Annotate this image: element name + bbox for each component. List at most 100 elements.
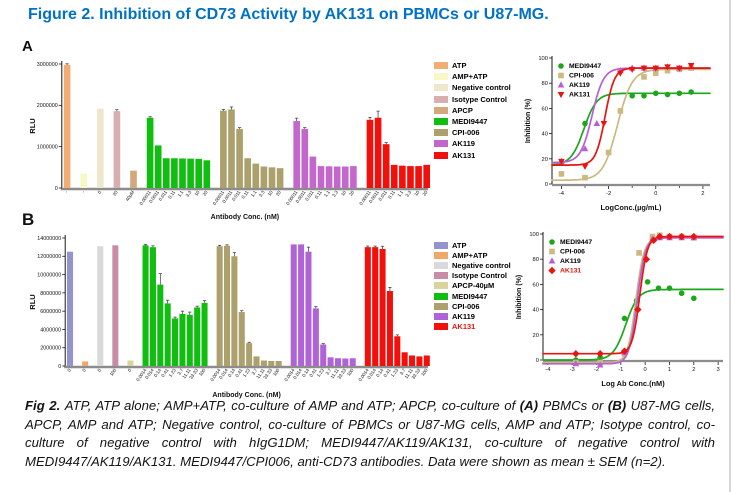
legend-swatch bbox=[434, 118, 448, 126]
svg-text:20: 20 bbox=[348, 189, 355, 196]
svg-text:1.1: 1.1 bbox=[177, 189, 185, 197]
svg-text:3.3: 3.3 bbox=[258, 189, 266, 197]
svg-text:0.14: 0.14 bbox=[153, 367, 162, 378]
svg-text:-4: -4 bbox=[559, 191, 565, 197]
svg-text:3.7: 3.7 bbox=[176, 367, 184, 375]
figure-caption: Fig 2. ATP, ATP alone; AMP+ATP, co-cultu… bbox=[25, 397, 715, 472]
bar-series-negative-control: 0 bbox=[97, 246, 104, 373]
bar-series-apcp: 40µM bbox=[125, 170, 137, 202]
svg-text:33.33: 33.33 bbox=[411, 367, 422, 380]
svg-text:100: 100 bbox=[109, 367, 118, 377]
svg-text:-: - bbox=[81, 189, 86, 194]
svg-text:Log Ab Conc.(nM): Log Ab Conc.(nM) bbox=[601, 379, 665, 388]
legend-item: AMP+ATP bbox=[434, 71, 529, 82]
svg-text:0: 0 bbox=[97, 189, 103, 194]
svg-text:AK119: AK119 bbox=[560, 258, 581, 265]
svg-text:0: 0 bbox=[644, 367, 647, 373]
svg-text:MEDI9447: MEDI9447 bbox=[560, 239, 592, 246]
svg-text:60: 60 bbox=[542, 106, 548, 112]
legend-swatch bbox=[434, 95, 448, 103]
curve-a-axes: 0 20 40 60 80 100 -4 -2 0 2 Inhibition (%) LogConc.… bbox=[525, 56, 710, 212]
bar-series-negative-control: 0 bbox=[97, 108, 104, 195]
legend-label: AK119 bbox=[452, 311, 475, 321]
caption-segment: (B) bbox=[607, 398, 627, 413]
bar-series-isotype-control: 20 bbox=[112, 109, 121, 197]
svg-text:20: 20 bbox=[275, 189, 282, 196]
svg-text:0.11: 0.11 bbox=[314, 189, 323, 199]
svg-text:0.41: 0.41 bbox=[383, 367, 392, 378]
panel-a-bar-legend: ATP AMP+ATP Negative control Isotype Contro… bbox=[434, 60, 529, 161]
svg-text:3.7: 3.7 bbox=[399, 367, 407, 375]
svg-text:1.1: 1.1 bbox=[323, 189, 331, 197]
svg-text:100: 100 bbox=[346, 367, 355, 377]
curve-b-legend: MEDI9447 CPI-006 AK119 AK131 bbox=[548, 239, 592, 275]
svg-text:0.11: 0.11 bbox=[167, 189, 176, 199]
svg-text:AK131: AK131 bbox=[569, 92, 590, 99]
panel-a-bar-chart: 0 1000000 2000000 3000000 RLU Antibody Conc. … bbox=[28, 61, 430, 221]
curve-series-ak131 bbox=[551, 63, 711, 170]
svg-text:0: 0 bbox=[81, 367, 87, 372]
legend-swatch bbox=[434, 312, 448, 320]
svg-text:20: 20 bbox=[542, 157, 548, 163]
legend-label: APCP bbox=[452, 105, 473, 115]
legend-item: ATP bbox=[434, 240, 529, 250]
svg-text:40µM: 40µM bbox=[125, 190, 136, 202]
svg-text:3.3: 3.3 bbox=[405, 189, 413, 197]
svg-text:8000000: 8000000 bbox=[40, 291, 61, 297]
svg-text:12000000: 12000000 bbox=[37, 254, 61, 260]
svg-text:0: 0 bbox=[654, 191, 657, 197]
legend-label: AMP+ATP bbox=[452, 250, 488, 260]
svg-text:0: 0 bbox=[536, 358, 539, 364]
legend-swatch bbox=[434, 151, 448, 159]
legend-swatch bbox=[434, 282, 448, 290]
svg-text:100: 100 bbox=[198, 367, 207, 377]
svg-text:20: 20 bbox=[112, 189, 119, 196]
svg-text:4000000: 4000000 bbox=[40, 327, 61, 333]
svg-text:0.011: 0.011 bbox=[377, 189, 388, 201]
legend-swatch bbox=[434, 241, 448, 249]
svg-text:10000000: 10000000 bbox=[37, 272, 61, 278]
svg-text:100: 100 bbox=[538, 56, 548, 62]
legend-label: CPI-006 bbox=[452, 301, 480, 311]
svg-text:0.011: 0.011 bbox=[158, 189, 169, 201]
svg-text:-4: -4 bbox=[545, 367, 551, 373]
panel-a-label: A bbox=[22, 38, 33, 55]
svg-text:1.1: 1.1 bbox=[250, 189, 258, 197]
page-right-edge bbox=[729, 0, 731, 492]
svg-text:-2: -2 bbox=[606, 191, 611, 197]
legend-swatch bbox=[434, 302, 448, 310]
svg-text:100: 100 bbox=[272, 367, 281, 377]
legend-item: AK119 bbox=[434, 138, 529, 149]
legend-label: Isotype Control bbox=[452, 271, 508, 281]
svg-text:0.41: 0.41 bbox=[234, 367, 243, 378]
legend-label: ATP bbox=[452, 61, 467, 71]
svg-text:CPI-006: CPI-006 bbox=[560, 249, 585, 256]
legend-swatch bbox=[434, 272, 448, 280]
svg-text:2: 2 bbox=[692, 367, 695, 373]
svg-text:1000000: 1000000 bbox=[37, 145, 58, 151]
svg-text:MEDI9447: MEDI9447 bbox=[569, 63, 601, 70]
svg-text:10: 10 bbox=[413, 189, 420, 196]
svg-text:3000000: 3000000 bbox=[37, 62, 58, 68]
legend-swatch bbox=[434, 62, 448, 70]
svg-text:20: 20 bbox=[202, 189, 209, 196]
svg-text:Inhibition (%): Inhibition (%) bbox=[516, 275, 523, 319]
legend-item: AK131 bbox=[434, 150, 529, 161]
svg-text:Inhibition (%): Inhibition (%) bbox=[525, 99, 532, 143]
bar-b-axes: 0 2000000 4000000 6000000 8000000 10000000 120… bbox=[28, 235, 428, 399]
svg-text:6000000: 6000000 bbox=[40, 309, 61, 315]
legend-item: ATP bbox=[434, 60, 529, 71]
svg-text:0.11: 0.11 bbox=[240, 189, 249, 199]
legend-item: AK119 bbox=[434, 311, 529, 321]
svg-text:0.11: 0.11 bbox=[387, 189, 396, 199]
legend-label: AK131 bbox=[452, 322, 476, 332]
legend-label: APCP-40µM bbox=[452, 281, 495, 291]
svg-text:1: 1 bbox=[668, 367, 671, 373]
svg-text:3: 3 bbox=[717, 367, 720, 373]
